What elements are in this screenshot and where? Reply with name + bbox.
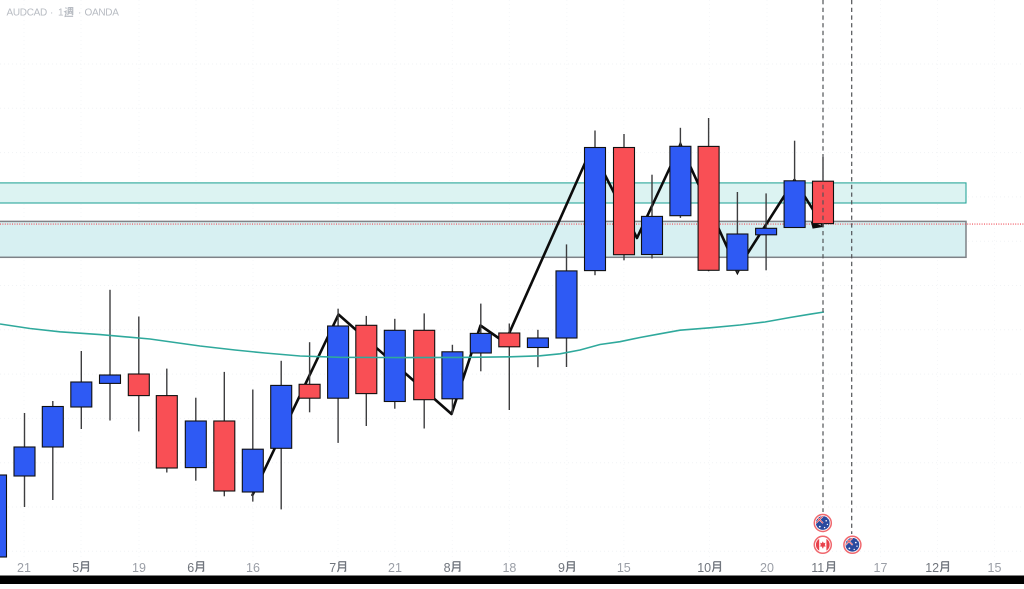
svg-text:10: 10: [697, 561, 711, 575]
svg-text:AUDCAD: AUDCAD: [7, 8, 48, 19]
svg-text:12: 12: [925, 561, 939, 575]
svg-text:8: 8: [444, 561, 451, 575]
svg-text:18: 18: [502, 561, 516, 575]
svg-text:6: 6: [187, 561, 194, 575]
svg-text:20: 20: [760, 561, 774, 575]
svg-text:9: 9: [558, 561, 565, 575]
svg-text:16: 16: [246, 561, 260, 575]
svg-text:17: 17: [874, 561, 888, 575]
svg-text:·: ·: [78, 8, 81, 19]
svg-text:5: 5: [72, 561, 79, 575]
svg-text:OANDA: OANDA: [85, 8, 120, 19]
svg-text:·: ·: [50, 8, 53, 19]
svg-text:21: 21: [17, 561, 31, 575]
svg-text:11: 11: [811, 561, 824, 575]
svg-text:19: 19: [132, 561, 146, 575]
svg-text:15: 15: [617, 561, 631, 575]
svg-text:7: 7: [329, 561, 336, 575]
svg-text:21: 21: [388, 561, 402, 575]
svg-text:1: 1: [58, 8, 64, 19]
svg-text:15: 15: [988, 561, 1002, 575]
